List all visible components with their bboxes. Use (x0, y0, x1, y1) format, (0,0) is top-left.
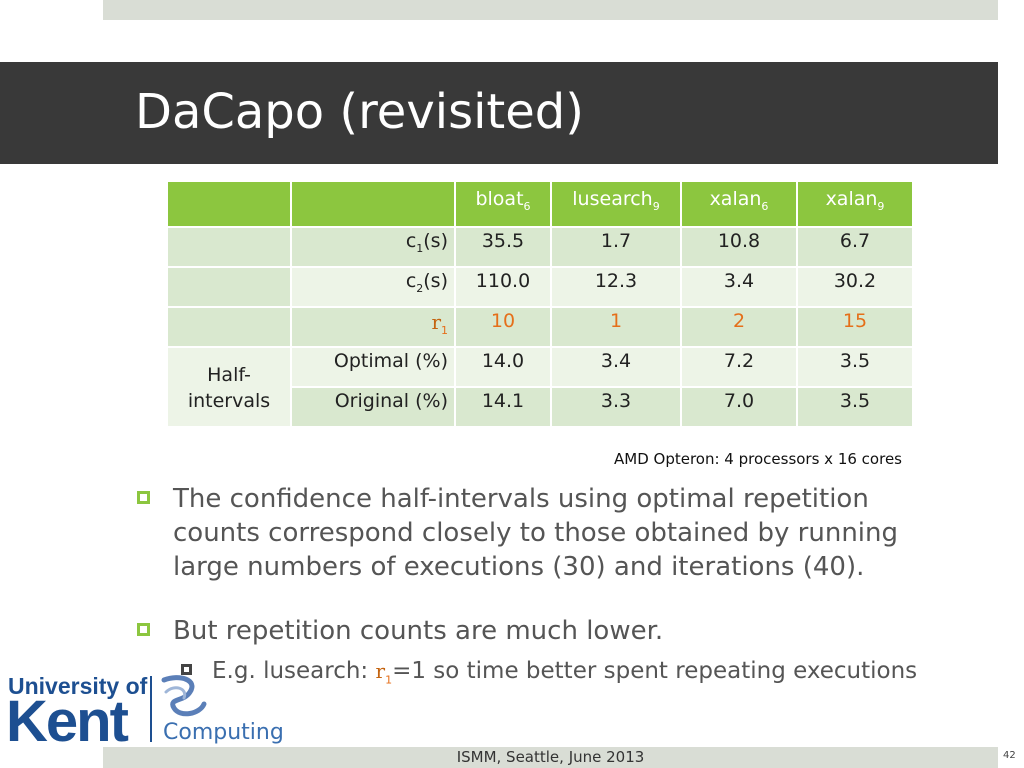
header-xalan9: xalan9 (796, 180, 914, 228)
computing-logo-icon (161, 675, 207, 717)
bullet-2: But repetition counts are much lower. (173, 616, 664, 646)
title-bar (0, 62, 998, 164)
row-label-r1: r1 (290, 306, 456, 348)
row-label-original: Original (%) (290, 386, 456, 428)
table-row-original: Original (%) 14.1 3.3 7.0 3.5 (167, 386, 914, 428)
page-number: 42 (1003, 750, 1016, 761)
row-label-optimal: Optimal (%) (290, 346, 456, 388)
bullet-square-icon (137, 491, 150, 504)
header-empty-cell (290, 180, 456, 228)
row-group-empty (166, 266, 292, 308)
logo-divider (150, 676, 152, 742)
row-label-c1: c1(s) (290, 226, 456, 268)
cell: 3.4 (550, 346, 682, 388)
logo-university-text: University of (8, 673, 148, 699)
cell: 15 (796, 306, 914, 348)
table-footnote: AMD Opteron: 4 processors x 16 cores (614, 450, 902, 468)
cell: 3.5 (796, 346, 914, 388)
bullet-1-line: The confidence half-intervals using opti… (173, 484, 869, 514)
row-group-half-intervals: Half-intervals (166, 346, 292, 428)
cell: 1.7 (550, 226, 682, 268)
logo-kent-text: Kent (6, 689, 129, 754)
cell: 35.5 (454, 226, 552, 268)
table-row-c1: c1(s) 35.5 1.7 10.8 6.7 (166, 226, 914, 268)
cell: 3.5 (796, 386, 914, 428)
cell: 12.3 (550, 266, 682, 308)
cell: 1 (550, 306, 682, 348)
sub-bullet-square-icon (181, 664, 192, 675)
cell: 2 (680, 306, 798, 348)
bullet-1-line: counts correspond closely to those obtai… (173, 518, 899, 548)
cell: 3.3 (550, 386, 682, 428)
table-row-optimal: Half-intervals Optimal (%) 14.0 3.4 7.2 … (166, 346, 914, 428)
cell: 7.2 (680, 346, 798, 388)
bullet-1-line: large numbers of executions (30) and ite… (173, 552, 865, 582)
cell: 7.0 (680, 386, 798, 428)
table-row-r1: r1 10 1 2 15 (166, 306, 914, 348)
header-xalan6: xalan6 (680, 180, 798, 228)
cell: 10 (454, 306, 552, 348)
row-group-empty (166, 306, 292, 348)
slide-title: DaCapo (revisited) (135, 84, 584, 140)
cell: 14.0 (454, 346, 552, 388)
footer-bar (103, 747, 998, 768)
table-header-row: bloat6 lusearch9 xalan6 xalan9 (166, 180, 914, 228)
cell: 110.0 (454, 266, 552, 308)
table-row-c2: c2(s) 110.0 12.3 3.4 30.2 (166, 266, 914, 308)
header-lusearch9: lusearch9 (550, 180, 682, 228)
sub-bullet: E.g. lusearch: r1=1 so time better spent… (212, 658, 918, 687)
cell: 10.8 (680, 226, 798, 268)
footer-text: ISMM, Seattle, June 2013 (456, 748, 645, 766)
cell: 6.7 (796, 226, 914, 268)
results-table: bloat6 lusearch9 xalan6 xalan9 c1(s) 35.… (166, 180, 914, 428)
bullet-square-icon (137, 623, 150, 636)
row-label-c2: c2(s) (290, 266, 456, 308)
header-bloat6: bloat6 (454, 180, 552, 228)
row-group-empty (166, 226, 292, 268)
cell: 3.4 (680, 266, 798, 308)
header-empty-cell (166, 180, 292, 228)
cell: 30.2 (796, 266, 914, 308)
top-decor-bar (103, 0, 998, 20)
cell: 14.1 (454, 386, 552, 428)
logo-computing-text: Computing (163, 720, 284, 745)
bullet-1: The confidence half-intervals using opti… (173, 482, 993, 584)
